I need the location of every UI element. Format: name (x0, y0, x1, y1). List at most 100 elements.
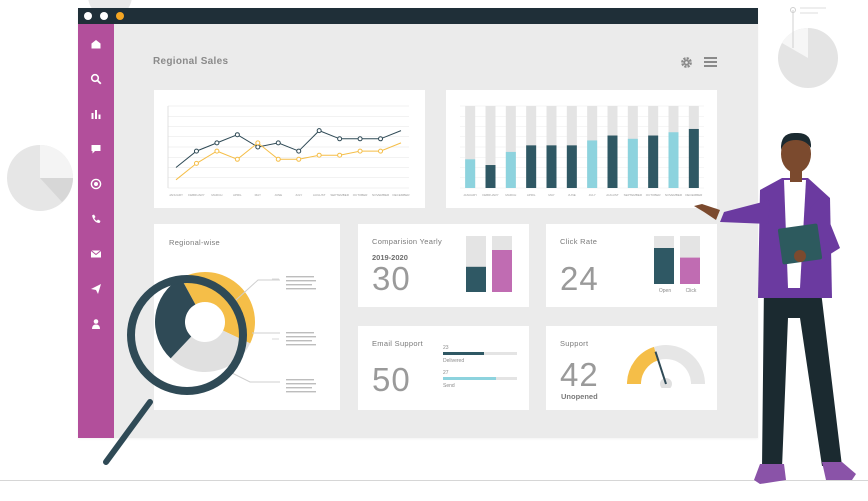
support-card: Support 42 Unopened (546, 326, 717, 410)
line-x-tick-label: APRIL (233, 193, 242, 197)
send-count: 27 (443, 370, 449, 376)
bar-4 (546, 145, 557, 188)
send-icon[interactable] (90, 283, 102, 295)
send-label: Send (443, 383, 455, 389)
decor-pie-left (7, 145, 73, 211)
delivered-fill (443, 352, 484, 355)
line-point-0-9 (357, 136, 363, 142)
line-point-0-1 (193, 148, 199, 154)
bar-5 (566, 145, 577, 188)
line-x-tick-label: DECEMBER (392, 193, 410, 197)
send-track (443, 377, 517, 380)
line-point-1-10 (378, 148, 384, 154)
bar-track (505, 106, 516, 188)
bar-x-tick-label: FEBRUARY (482, 193, 498, 197)
bar-track (485, 106, 496, 188)
window-minimize-dot[interactable] (100, 12, 108, 20)
comparison-bars (466, 236, 512, 292)
click-bar-label-open: Open (658, 288, 672, 294)
bar-10 (668, 132, 679, 188)
menu-icon[interactable] (704, 56, 717, 68)
line-point-1-7 (316, 152, 322, 158)
phone-icon[interactable] (90, 213, 102, 225)
line-point-0-10 (378, 136, 384, 142)
bar-x-tick-label: MAY (548, 193, 554, 197)
regional-label: Regional-wise (169, 238, 221, 247)
window-maximize-dot[interactable] (116, 12, 124, 20)
click-rate-bars (654, 236, 700, 284)
line-x-tick-label: SEPTEMBER (330, 193, 349, 197)
click-bar-label-click: Click (685, 288, 697, 294)
comparison-bar-0 (466, 266, 486, 292)
line-series-0 (175, 130, 402, 168)
line-x-tick-label: OCTOBER (353, 193, 369, 197)
pie-slice-0 (181, 272, 255, 344)
sidebar (78, 24, 114, 438)
delivered-count: 23 (443, 345, 449, 351)
bar-8 (627, 138, 638, 188)
bar-x-tick-label: JUNE (568, 193, 576, 197)
bar-track (465, 106, 476, 188)
gear-icon[interactable] (680, 56, 693, 69)
comparison-label: Comparision Yearly (372, 237, 443, 246)
user-icon[interactable] (90, 318, 102, 330)
bar-chart-icon[interactable] (90, 108, 102, 120)
send-fill (443, 377, 497, 380)
line-point-1-3 (234, 156, 240, 162)
regional-legend (272, 276, 316, 393)
line-x-tick-label: JULY (295, 193, 302, 197)
magnifier-icon (103, 275, 247, 465)
line-point-0-2 (214, 140, 220, 146)
email-support-label: Email Support (372, 339, 424, 348)
legend-text-lines (286, 276, 316, 393)
home-icon[interactable] (90, 38, 102, 50)
support-gauge (627, 345, 705, 388)
line-chart: JANUARY FEBRUARY MARCH APRIL MAY JUNE JULY AUGU… (167, 105, 410, 197)
presenter-illustration (694, 132, 856, 484)
support-sublabel: Unopened (561, 392, 598, 401)
line-point-1-1 (193, 160, 199, 166)
line-point-0-8 (337, 136, 343, 142)
pie-connectors (229, 279, 280, 383)
line-point-0-6 (296, 148, 302, 154)
target-icon[interactable] (90, 178, 102, 190)
comparison-period: 2019-2020 (372, 253, 408, 262)
bar-x-tick-label: NOVEMBER (665, 193, 683, 197)
line-x-tick-label: MAY (255, 193, 261, 197)
bar-x-tick-label: OCTOBER (646, 193, 662, 197)
chat-icon[interactable] (90, 143, 102, 155)
gauge-empty-arc (653, 345, 705, 385)
support-value: 42 (560, 356, 599, 393)
regional-pie (155, 272, 255, 372)
bar-7 (607, 135, 618, 188)
line-point-1-9 (357, 148, 363, 154)
line-point-1-2 (214, 148, 220, 154)
bar-x-tick-label: APRIL (527, 193, 536, 197)
line-x-tick-label: AUGUST (313, 193, 326, 197)
click-rate-card: Click Rate 24 Open Click (546, 224, 717, 307)
gauge-needle (654, 351, 667, 385)
pie-slice-1 (170, 330, 251, 372)
line-point-0-3 (234, 132, 240, 138)
bar-11 (688, 128, 699, 188)
bar-x-tick-label: SEPTEMBER (624, 193, 643, 197)
window-close-dot[interactable] (84, 12, 92, 20)
line-x-tick-label: JUNE (274, 193, 282, 197)
bar-chart: JANUARY FEBRUARY MARCH APRIL MAY JUNE JULY AUGU… (460, 105, 704, 197)
line-chart-card: JANUARY FEBRUARY MARCH APRIL MAY JUNE JULY AUGU… (154, 90, 425, 208)
bar-chart-card: JANUARY FEBRUARY MARCH APRIL MAY JUNE JULY AUGU… (446, 90, 717, 208)
dashboard-window: Regional Sales JANUARY FEBRUARY MARCH APRIL… (78, 8, 758, 438)
floor-line (0, 480, 868, 481)
bar-1 (485, 165, 496, 188)
bar-x-tick-label: DECEMBER (685, 193, 703, 197)
bar-0 (465, 159, 476, 188)
mail-icon[interactable] (90, 248, 102, 260)
line-x-tick-label: MARCH (211, 193, 222, 197)
bar-x-tick-label: AUGUST (606, 193, 619, 197)
page-title: Regional Sales (153, 56, 229, 67)
delivered-label: Delivered (443, 358, 465, 364)
search-icon[interactable] (90, 73, 102, 85)
window-titlebar (78, 8, 758, 24)
email-support-card: Email Support 50 23 Delivered 27 Send (358, 326, 529, 410)
comparison-bar-1 (492, 250, 512, 292)
